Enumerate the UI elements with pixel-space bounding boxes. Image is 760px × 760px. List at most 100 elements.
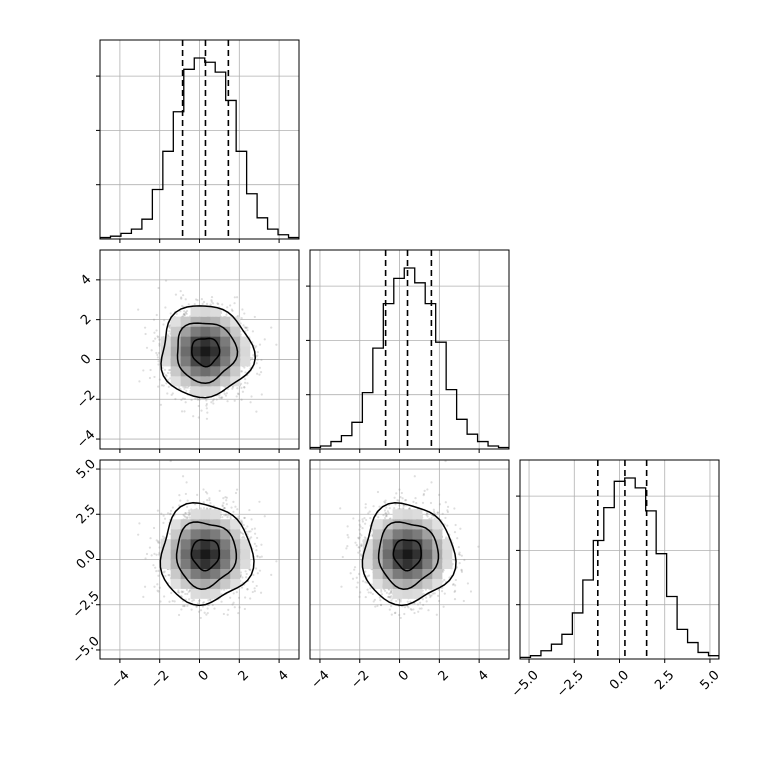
density-cell	[160, 346, 171, 357]
scatter-point	[237, 392, 240, 396]
scatter-point	[164, 306, 167, 309]
scatter-point	[255, 567, 258, 570]
scatter-point	[211, 399, 215, 402]
scatter-point	[175, 312, 178, 315]
scatter-point	[253, 527, 256, 530]
density-cell	[170, 376, 181, 387]
scatter-point	[199, 616, 202, 620]
density-cell	[210, 356, 221, 367]
density-cell	[210, 366, 221, 377]
scatter-point	[169, 460, 172, 463]
scatter-point	[220, 396, 223, 399]
scatter-point	[210, 299, 213, 302]
scatter-point	[231, 603, 234, 606]
scatter-point	[244, 381, 247, 384]
scatter-point	[163, 517, 167, 520]
scatter-point	[198, 398, 201, 401]
scatter-point	[180, 297, 183, 300]
scatter-point	[153, 552, 156, 555]
density-cell	[230, 336, 241, 347]
scatter-point	[181, 604, 185, 608]
scatter-point	[152, 339, 155, 343]
scatter-point	[232, 601, 235, 604]
scatter-point	[246, 329, 249, 332]
scatter-point	[241, 308, 244, 311]
scatter-point	[190, 608, 193, 611]
scatter-point	[180, 410, 184, 413]
density-cell	[200, 356, 211, 367]
scatter-point	[169, 312, 172, 315]
scatter-point	[183, 514, 186, 518]
scatter-point	[258, 500, 261, 503]
scatter-point	[244, 371, 247, 374]
scatter-point	[251, 330, 255, 333]
scatter-point	[156, 589, 159, 592]
scatter-point	[156, 353, 159, 357]
scatter-point	[263, 338, 266, 341]
scatter-point	[243, 386, 246, 389]
scatter-point	[156, 583, 159, 586]
scatter-point	[202, 601, 205, 604]
scatter-point	[184, 592, 187, 596]
scatter-point	[185, 312, 188, 315]
density-cell	[220, 376, 231, 387]
scatter-point	[167, 573, 170, 577]
scatter-point	[182, 312, 186, 316]
scatter-point	[205, 404, 208, 407]
scatter-point	[275, 560, 278, 563]
density-cell	[200, 336, 211, 347]
scatter-point	[202, 488, 205, 491]
scatter-point	[251, 528, 254, 531]
scatter-point	[196, 602, 200, 605]
scatter-point	[163, 570, 166, 573]
scatter-point	[242, 324, 245, 327]
scatter-point	[243, 326, 246, 329]
scatter-point	[174, 293, 178, 296]
scatter-point	[260, 555, 263, 558]
density-cell	[210, 316, 221, 327]
density-cell	[240, 356, 251, 367]
density-cell	[240, 346, 251, 357]
scatter-point	[179, 310, 182, 313]
scatter-point	[223, 506, 226, 510]
scatter-point	[149, 368, 152, 372]
scatter-point	[210, 401, 213, 404]
scatter-point	[222, 497, 225, 500]
scatter-point	[188, 511, 191, 514]
scatter-point	[166, 333, 169, 336]
scatter-point	[211, 302, 215, 305]
scatter-point	[253, 542, 256, 545]
panel-frame	[309, 249, 510, 450]
density-cell	[170, 316, 181, 327]
scatter-point	[187, 514, 191, 517]
scatter-point	[237, 611, 240, 615]
scatter-point	[167, 378, 170, 381]
scatter-point	[255, 545, 258, 548]
density-cell	[200, 386, 211, 397]
scatter-point	[186, 386, 189, 389]
scatter-point	[182, 513, 185, 516]
scatter-point	[207, 603, 211, 607]
scatter-point	[169, 513, 172, 516]
scatter-point	[180, 296, 183, 299]
scatter-point	[208, 499, 211, 502]
scatter-point	[236, 387, 239, 390]
scatter-point	[236, 314, 239, 318]
scatter-point	[138, 380, 141, 383]
scatter-point	[157, 553, 160, 556]
scatter-point	[160, 384, 164, 387]
scatter-point	[252, 354, 255, 357]
scatter-point	[164, 279, 168, 282]
scatter-point	[187, 303, 190, 306]
scatter-point	[245, 530, 248, 533]
scatter-point	[230, 308, 234, 311]
scatter-point	[206, 492, 209, 495]
scatter-point	[225, 392, 228, 395]
scatter-point	[155, 329, 158, 332]
density-cell	[210, 346, 221, 357]
scatter-point	[183, 397, 186, 400]
scatter-point	[178, 387, 181, 390]
scatter-point	[178, 504, 181, 507]
scatter-point	[205, 613, 208, 616]
